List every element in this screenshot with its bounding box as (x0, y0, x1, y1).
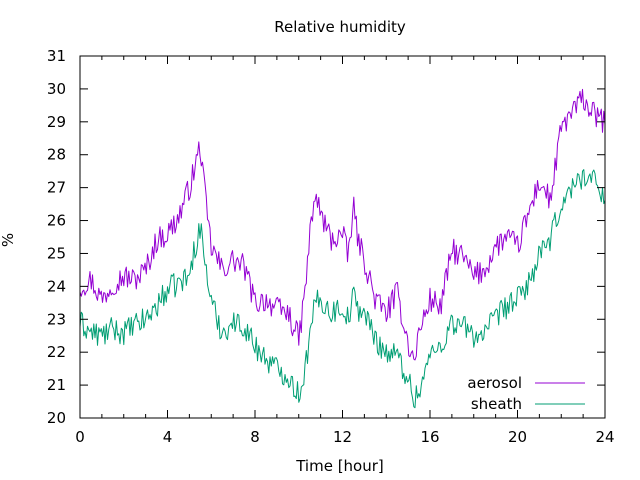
y-tick-label: 21 (47, 376, 66, 394)
axis-ticks: 0 4 8 12 16 20 24 20 21 22 23 24 25 26 27 28 29 30 31 (47, 47, 615, 446)
y-tick-label: 26 (47, 212, 66, 230)
y-tick-label: 27 (47, 179, 66, 197)
x-tick-label: 8 (250, 428, 260, 446)
plot-area (79, 88, 606, 409)
legend-label-sheath: sheath (471, 395, 522, 413)
legend-label-aerosol: aerosol (467, 374, 522, 392)
y-tick-label: 31 (47, 47, 66, 65)
y-tick-label: 24 (47, 277, 66, 295)
y-tick-label: 22 (47, 343, 66, 361)
x-tick-label: 12 (333, 428, 352, 446)
y-tick-label: 23 (47, 310, 66, 328)
y-tick-label: 30 (47, 80, 66, 98)
y-tick-label: 20 (47, 409, 66, 427)
x-tick-label: 0 (75, 428, 85, 446)
x-axis-label: Time [hour] (295, 457, 384, 475)
y-tick-label: 29 (47, 113, 66, 131)
x-tick-label: 16 (420, 428, 439, 446)
y-axis-label: % (0, 233, 17, 247)
x-tick-label: 20 (508, 428, 527, 446)
series-line-sheath (79, 169, 606, 409)
y-tick-label: 28 (47, 146, 66, 164)
x-tick-label: 4 (163, 428, 173, 446)
y-tick-label: 25 (47, 244, 66, 262)
chart-title: Relative humidity (274, 18, 406, 36)
legend: aerosol sheath (467, 374, 585, 413)
x-tick-label: 24 (595, 428, 614, 446)
series-line-aerosol (79, 88, 606, 361)
